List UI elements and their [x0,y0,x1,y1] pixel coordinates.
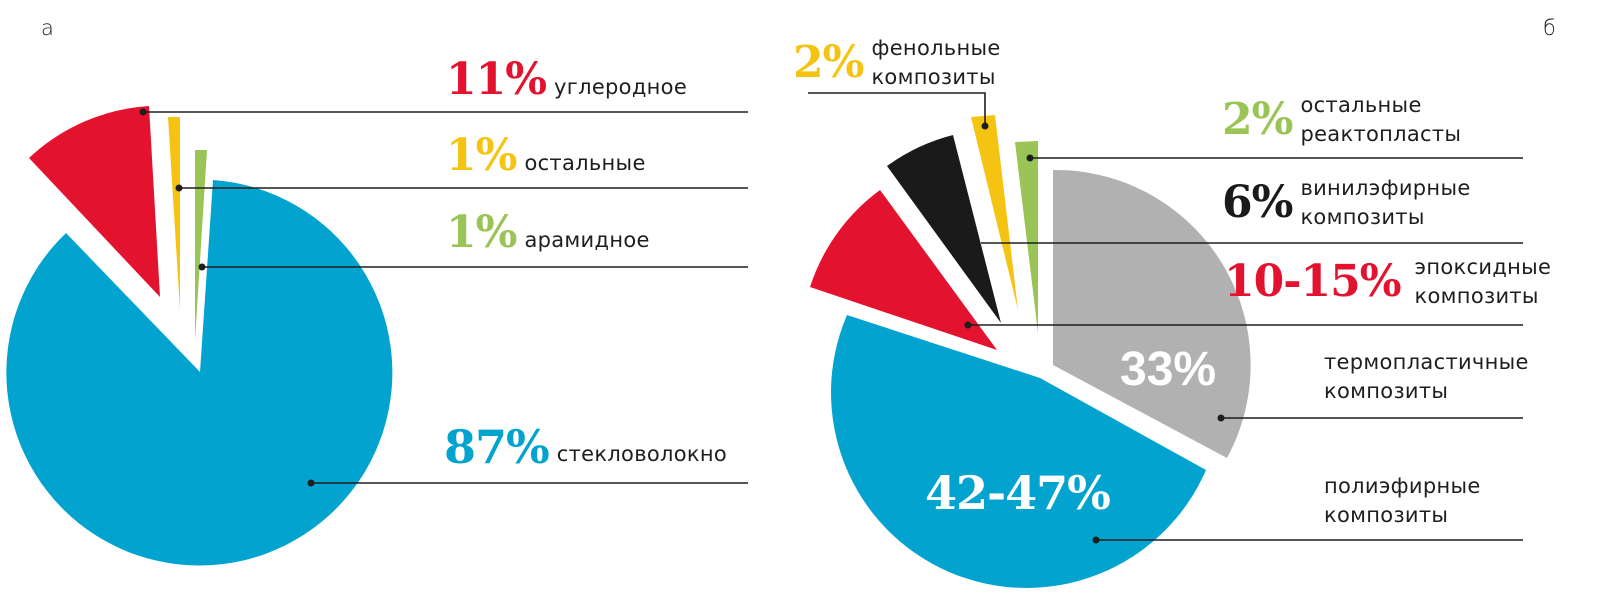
slice-fiberglass [6,180,393,566]
legend-thermoplastic-line2: композиты [1324,379,1449,403]
legend-carbon-pct: 11% [446,54,547,105]
legend-vinylester: 6% винилэфирные композиты [1222,174,1471,232]
legend-polyester-text: полиэфирные композиты [1324,472,1481,530]
leader-lines-b [808,92,1523,544]
leader-lines-a [139,108,748,487]
legend-other: 1% остальные [446,134,646,178]
legend-polyester-line1: полиэфирные [1324,474,1481,498]
legend-phenolic: 2% фенольные композиты [793,34,1001,92]
legend-phenolic-pct: 2% [793,37,864,88]
slice-other-thermosets [1015,141,1038,333]
pie-chart-b [810,115,1251,588]
legend-other-thermosets-line1: остальные [1300,93,1422,117]
legend-phenolic-line2: композиты [871,65,996,89]
legend-polyester-line2: композиты [1324,503,1449,527]
slice-carbon [29,106,160,297]
legend-other-pct: 1% [446,130,517,181]
legend-aramid: 1% арамидное [446,211,650,255]
legend-aramid-text: арамидное [524,227,650,252]
slice-thermoplastic [1053,169,1251,458]
legend-fiberglass-pct: 87% [444,420,550,474]
legend-fiberglass: 87% стекловолокно [444,424,727,470]
legend-carbon: 11% углеродное [446,58,687,102]
legend-other-text: остальные [524,150,646,175]
slice-aramid [195,150,207,340]
legend-polyester: полиэфирные композиты [1324,472,1481,530]
legend-phenolic-text: фенольные композиты [871,34,1000,92]
slice-vinylester [887,135,1001,323]
legend-vinylester-line1: винилэфирные [1300,176,1471,200]
legend-vinylester-text: винилэфирные композиты [1300,174,1470,232]
legend-fiberglass-text: стекловолокно [556,441,728,466]
legend-other-thermosets: 2% остальные реактопласты [1222,91,1461,149]
legend-other-thermosets-line2: реактопласты [1300,122,1462,146]
slice-polyester [831,315,1206,588]
legend-other-thermosets-pct: 2% [1222,94,1293,145]
legend-thermoplastic-text: термопластичные композиты [1324,348,1529,406]
slice-epoxy [810,190,997,350]
slice-other [168,117,180,310]
legend-thermoplastic: термопластичные композиты [1324,348,1529,406]
legend-epoxy: 10-15% эпоксидные композиты [1224,253,1551,311]
slice-phenolic [971,115,1018,310]
pie-chart-a [6,106,393,566]
legend-carbon-text: углеродное [554,74,688,99]
legend-epoxy-text: эпоксидные композиты [1415,253,1552,311]
slice-label-polyester: 42-47% [925,466,1111,520]
legend-epoxy-line2: композиты [1414,284,1539,308]
legend-epoxy-line1: эпоксидные [1414,255,1552,279]
legend-vinylester-pct: 6% [1222,177,1293,228]
legend-aramid-pct: 1% [446,207,517,258]
panel-letter-b: б [1543,16,1556,40]
legend-epoxy-pct: 10-15% [1224,256,1402,307]
legend-vinylester-line2: композиты [1300,205,1425,229]
legend-other-thermosets-text: остальные реактопласты [1300,91,1461,149]
legend-phenolic-line1: фенольные [871,36,1001,60]
slice-label-thermoplastic: 33% [1120,343,1217,396]
panel-letter-a: а [41,16,54,40]
legend-thermoplastic-line1: термопластичные [1324,350,1529,374]
